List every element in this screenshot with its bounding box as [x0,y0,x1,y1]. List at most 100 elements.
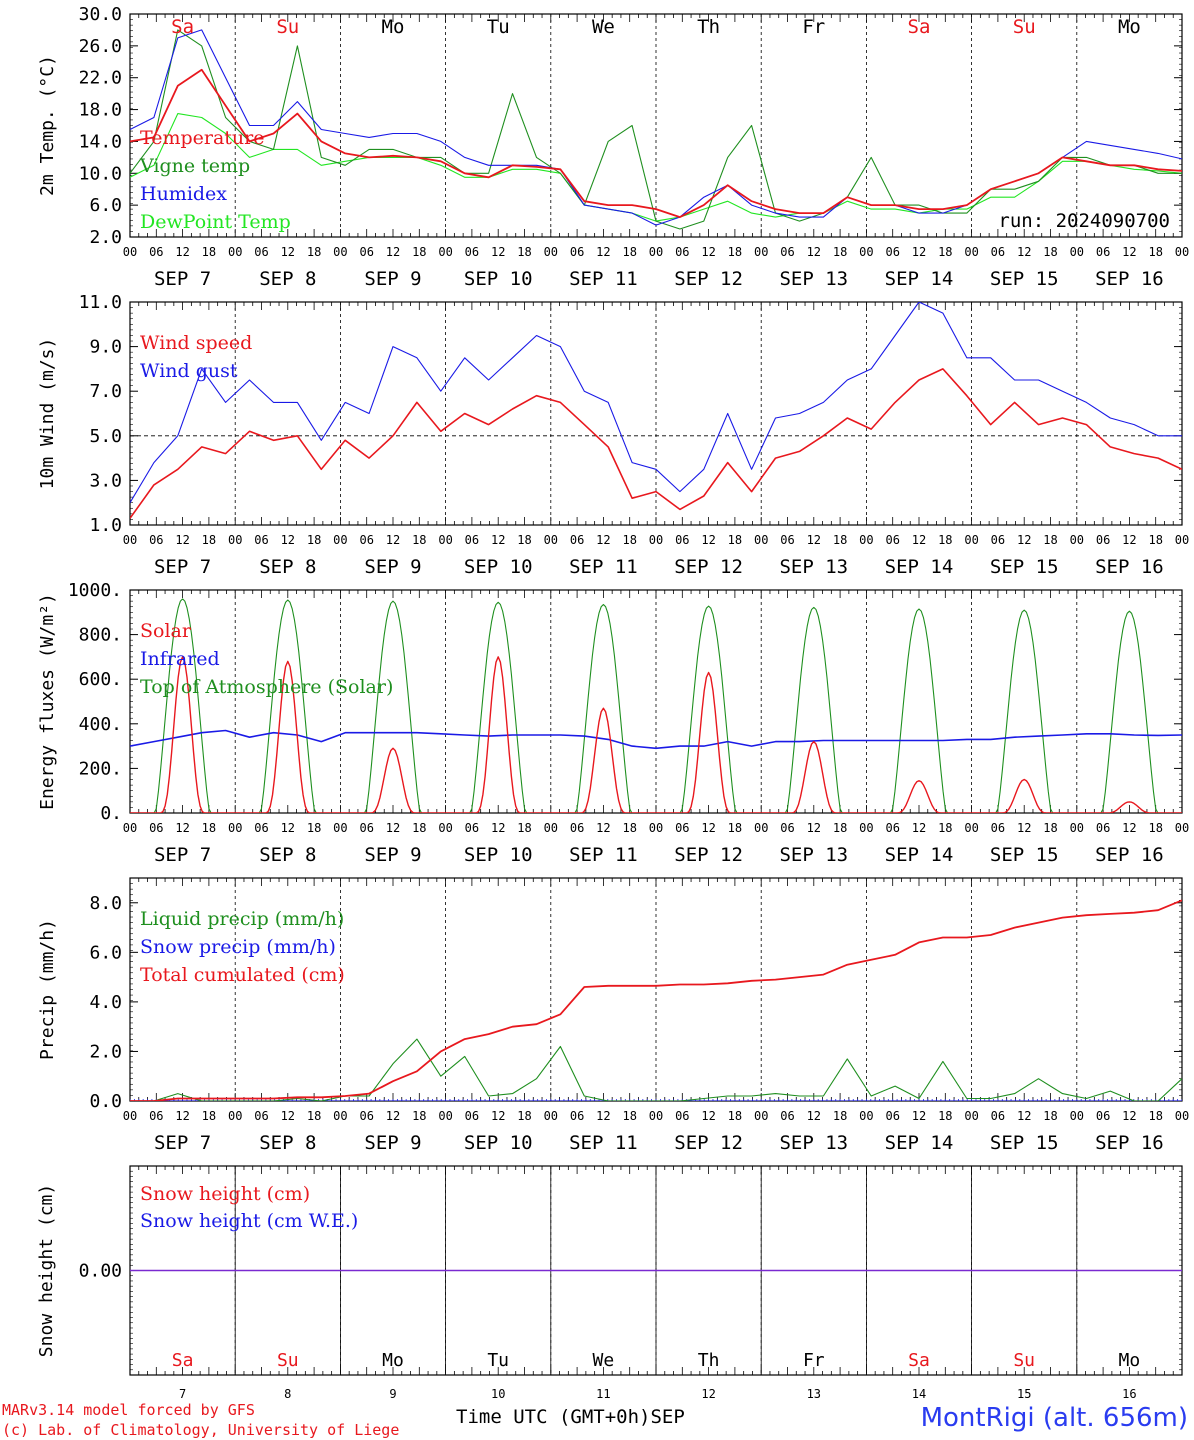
date-label: SEP 11 [569,556,638,578]
date-label: SEP 16 [1095,844,1164,866]
hour-tick-label: 18 [202,821,216,835]
hour-tick-label: 18 [412,1109,426,1123]
hour-tick-label: 18 [307,533,321,547]
hour-tick-label: 06 [780,533,794,547]
series-line-wind-speed [130,368,1182,519]
hour-tick-label: 00 [1070,245,1084,259]
legend-infrared: Infrared [140,648,220,670]
hour-tick-label: 12 [386,1109,400,1123]
hour-tick-label: 06 [465,533,479,547]
y-tick-label: 30.0 [79,4,122,25]
hour-tick-label: 12 [596,1109,610,1123]
hour-tick-label: 06 [1096,821,1110,835]
hour-tick-label: 18 [833,1109,847,1123]
hour-tick-label: 12 [912,1109,926,1123]
weekday-label: Th [697,16,720,38]
weekday-label: Mo [1119,1350,1141,1371]
y-tick-label: 6.0 [89,195,122,216]
date-label: SEP 9 [364,556,421,578]
hour-tick-label: 06 [885,821,899,835]
hour-tick-label: 06 [1096,245,1110,259]
hour-tick-label: 06 [359,533,373,547]
date-label: SEP 12 [674,1132,743,1154]
y-tick-label: 1.0 [89,515,122,536]
date-label: SEP 8 [259,1132,316,1154]
hour-tick-label: 18 [833,245,847,259]
weekday-label: Th [698,1350,720,1371]
weekday-label: Su [276,16,299,38]
hour-tick-label: 12 [701,245,715,259]
hour-tick-label: 18 [307,245,321,259]
date-label: SEP 14 [885,844,954,866]
hour-tick-label: 12 [807,821,821,835]
y-tick-label: 2.0 [89,227,122,248]
hour-tick-label: 12 [701,533,715,547]
hour-tick-label: 00 [123,533,137,547]
y-tick-label: 6.0 [89,942,122,963]
hour-tick-label: 18 [202,1109,216,1123]
date-label: SEP 10 [464,844,533,866]
hour-tick-label: 06 [885,1109,899,1123]
legend-liquid-precip-mm-h-: Liquid precip (mm/h) [140,908,344,930]
y-tick-label: 3.0 [89,470,122,491]
hour-tick-label: 12 [175,533,189,547]
hour-tick-label: 12 [175,1109,189,1123]
hour-tick-label: 00 [964,533,978,547]
hour-tick-label: 06 [359,821,373,835]
weekday-label: Su [1013,16,1036,38]
hour-tick-label: 12 [281,245,295,259]
hour-tick-label: 18 [622,1109,636,1123]
hour-tick-label: 06 [570,533,584,547]
y-tick-label: 200. [79,758,122,779]
hour-tick-label: 06 [991,245,1005,259]
hour-tick-label: 18 [938,245,952,259]
date-label: SEP 10 [464,268,533,290]
hour-tick-label: 18 [517,1109,531,1123]
weekday-label: Sa [172,1350,194,1371]
hour-tick-label: 00 [859,821,873,835]
hour-tick-label: 18 [1148,821,1162,835]
hour-tick-label: 06 [149,245,163,259]
lab-credit: (c) Lab. of Climatology, University of L… [2,1421,400,1439]
hour-tick-label: 00 [754,245,768,259]
legend-top-of-atmosphere-solar-: Top of Atmosphere (Solar) [140,676,393,698]
date-label: SEP 11 [569,268,638,290]
hour-tick-label: 06 [359,1109,373,1123]
y-tick-label: 8.0 [89,893,122,914]
hour-tick-label: 12 [1017,533,1031,547]
y-tick-label: 600. [79,669,122,690]
hour-tick-label: 12 [281,821,295,835]
hour-tick-label: 18 [622,821,636,835]
series-line-vigne-temp [130,29,1182,230]
hour-tick-label: 12 [596,533,610,547]
plot-area [130,899,1182,1101]
y-tick-label: 0.0 [89,1091,122,1112]
hour-tick-label: 12 [1122,245,1136,259]
hour-tick-label: 12 [281,1109,295,1123]
run-annotation: run: 2024090700 [998,210,1170,232]
hour-tick-label: 00 [964,245,978,259]
date-label: SEP 9 [364,844,421,866]
date-label: SEP 16 [1095,1132,1164,1154]
hour-tick-label: 12 [912,533,926,547]
hour-tick-label: 00 [544,533,558,547]
date-label: SEP 9 [364,268,421,290]
weekday-label: We [592,16,615,38]
plot-area [130,29,1182,230]
date-label: SEP 12 [674,556,743,578]
date-label: SEP 13 [779,844,848,866]
legend-snow-height-cm-: Snow height (cm) [140,1183,310,1205]
hour-tick-label: 18 [307,821,321,835]
hour-tick-label: 00 [228,1109,242,1123]
day-number-label: 9 [389,1387,396,1401]
hour-tick-label: 18 [412,533,426,547]
hour-tick-label: 12 [701,1109,715,1123]
panel-wind: 00 06 12 18 00 06 12 18 00 06 12 18 00 06 12 18 00 06 12 18… [37,292,1189,578]
hour-tick-label: 06 [991,821,1005,835]
hour-tick-label: 18 [517,821,531,835]
day-number-label: 11 [596,1387,610,1401]
date-label: SEP 15 [990,844,1059,866]
legend-solar: Solar [140,620,192,642]
hour-tick-label: 12 [1017,245,1031,259]
plot-area [130,302,1182,519]
